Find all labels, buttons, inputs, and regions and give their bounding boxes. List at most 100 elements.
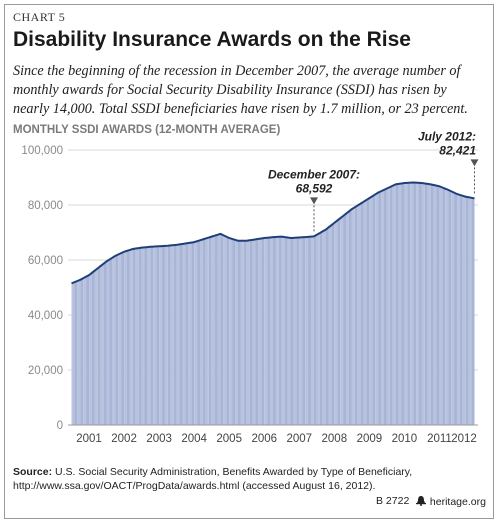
x-tick-label: 2004 [181,433,207,445]
area-band [395,184,399,425]
area-band [325,228,329,425]
area-band [91,271,95,425]
chart-plot: 0 20,000 40,000 60,000 80,000 100,000 2001 2002… [21,129,479,445]
area-band [275,236,279,425]
area-band [89,273,92,425]
area-band [164,245,168,425]
area-band [386,187,390,425]
area-band [427,184,431,425]
area-band [305,236,309,425]
area-band [284,237,288,425]
area-band [229,238,233,425]
area-band [293,237,297,425]
area-band [237,240,241,425]
area-band [132,248,136,425]
area-band [421,183,425,425]
annotation-marker [470,159,479,167]
area-band [354,206,358,425]
area-band [296,237,300,425]
area-band [147,246,151,425]
area-band [462,196,466,425]
area-band [94,269,98,425]
x-tick-label: 2002 [111,433,137,445]
area-band [118,253,122,425]
area-band [97,267,101,425]
area-band [290,237,294,425]
y-tick-label: 60,000 [28,255,63,267]
area-band [439,186,443,425]
area-band [217,234,221,425]
area-band [299,237,303,425]
area-band [273,237,276,425]
area-band [80,279,84,425]
area-band [121,252,125,425]
area-band [261,238,265,425]
y-axis-label: MONTHLY SSDI AWARDS (12-MONTH AVERAGE) [13,124,281,136]
x-tick-label: 2005 [216,433,242,445]
area-band [153,246,157,425]
area-band [287,237,291,425]
area-band [214,235,218,425]
area-band [346,212,349,425]
area-band [179,244,183,425]
area-band [334,221,338,425]
area-band [366,199,370,425]
area-band [240,240,244,425]
area-band [115,255,119,425]
area-band [363,200,367,425]
area-band [322,230,326,425]
y-tick-label: 100,000 [21,145,63,157]
area-band [138,247,142,425]
area-band [83,277,87,425]
area-band [416,182,420,425]
area-band [100,264,104,425]
x-tick-label: 2006 [251,433,277,445]
x-tick-label: 2009 [357,433,383,445]
area-band [159,246,163,425]
area-band [252,239,256,425]
area-band [197,240,200,425]
area-band [328,226,332,425]
report-id: B 2722 [376,495,410,507]
source-text: U.S. Social Security Administration, Ben… [13,466,413,492]
area-band [308,236,311,425]
area-band [129,249,133,425]
area-band [267,237,271,425]
area-band [419,182,422,425]
area-band [398,183,402,425]
area-band [86,275,90,425]
x-tick-label: 2007 [286,433,312,445]
area-band [451,191,455,425]
area-band [208,237,212,425]
area-band [448,190,452,425]
area-band [126,250,130,425]
area-band [135,248,139,425]
area-band [109,258,113,425]
area-band [378,191,382,425]
area-band [375,193,379,425]
annotation-label: July 2012: [418,129,476,143]
chart-subtitle: Since the beginning of the recession in … [13,63,468,117]
area-band [369,197,373,425]
area-band [112,256,116,425]
area-band [281,236,285,425]
x-tick-label: 2008 [322,433,348,445]
source-label: Source: [13,466,53,478]
area-band [202,238,206,425]
x-tick-label: 2003 [146,433,172,445]
area-band [357,204,361,425]
area-band [226,237,230,425]
area-band [246,240,250,425]
area-band [319,232,323,425]
area-band [343,214,347,425]
area-band [302,237,306,425]
area-band [316,233,320,425]
x-tick-label: 2010 [392,433,418,445]
area-band [445,189,449,425]
y-tick-label: 20,000 [28,365,63,377]
area-band [156,246,160,425]
area-band [205,238,209,425]
publisher-site: heritage.org [429,496,486,508]
annotation-value: 68,592 [296,181,333,195]
area-band [372,195,376,425]
